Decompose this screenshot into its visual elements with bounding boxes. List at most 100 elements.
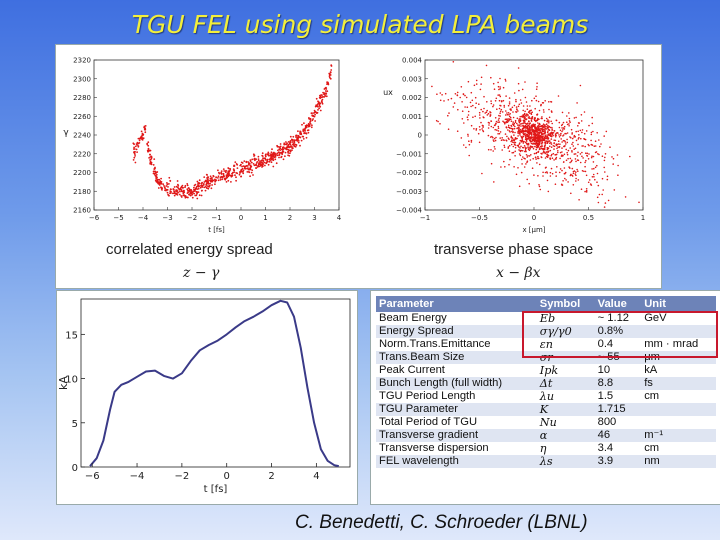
- data-point: [439, 92, 442, 94]
- data-point: [526, 178, 528, 181]
- data-point: [165, 188, 168, 191]
- data-point: [249, 160, 252, 162]
- data-point: [492, 82, 495, 85]
- data-point: [141, 133, 144, 136]
- data-point: [193, 186, 195, 189]
- data-point: [537, 132, 539, 135]
- data-point: [521, 88, 524, 91]
- data-point: [577, 179, 580, 181]
- data-point: [499, 115, 501, 117]
- data-point: [133, 156, 136, 159]
- x-tick-label: −6: [89, 214, 100, 222]
- data-point: [292, 135, 295, 138]
- x-tick-label: 2: [268, 471, 274, 482]
- data-point: [571, 133, 573, 135]
- data-point: [539, 131, 542, 134]
- data-point: [296, 138, 299, 140]
- data-point: [144, 125, 147, 127]
- data-point: [563, 167, 566, 169]
- data-point: [457, 108, 459, 111]
- data-point: [603, 206, 606, 208]
- data-point: [538, 133, 540, 136]
- data-point: [528, 124, 530, 127]
- data-point: [578, 136, 580, 139]
- data-point: [270, 156, 273, 159]
- data-point: [528, 131, 530, 133]
- data-point: [472, 116, 474, 118]
- data-point: [540, 139, 543, 142]
- data-point: [590, 139, 592, 142]
- data-point: [293, 141, 296, 144]
- data-point: [562, 121, 565, 124]
- table-cell-unit: GeV: [644, 312, 667, 324]
- data-point: [321, 101, 323, 104]
- data-point: [526, 156, 528, 158]
- data-point: [166, 183, 169, 186]
- data-point: [493, 146, 496, 148]
- data-point: [568, 120, 571, 122]
- data-point: [550, 143, 553, 145]
- data-point: [330, 64, 333, 67]
- data-point: [480, 108, 482, 111]
- data-point: [439, 123, 441, 125]
- data-point: [569, 157, 572, 160]
- data-point: [553, 159, 555, 161]
- data-point: [534, 107, 536, 110]
- y-tick-label: 15: [65, 330, 78, 341]
- data-point: [591, 155, 593, 157]
- data-point: [233, 165, 236, 167]
- data-point: [505, 126, 508, 129]
- data-point: [499, 95, 502, 98]
- data-point: [211, 184, 214, 186]
- data-point: [134, 153, 136, 155]
- data-point: [564, 171, 567, 174]
- data-point: [166, 191, 169, 194]
- data-point: [486, 109, 488, 112]
- data-point: [473, 128, 475, 130]
- data-point: [328, 72, 331, 75]
- data-point: [603, 159, 606, 162]
- data-point: [240, 175, 243, 178]
- data-point: [518, 89, 520, 92]
- data-point: [549, 149, 552, 152]
- data-point: [187, 196, 189, 199]
- data-point: [559, 157, 561, 160]
- y-tick-label: −0.001: [396, 150, 422, 158]
- data-point: [588, 179, 591, 181]
- data-point: [524, 81, 526, 83]
- data-point: [531, 126, 533, 128]
- data-point: [266, 158, 269, 161]
- data-point: [507, 118, 509, 120]
- data-point: [541, 139, 544, 142]
- data-point: [569, 147, 571, 149]
- data-point: [140, 136, 143, 138]
- data-point: [221, 178, 224, 181]
- data-point: [231, 172, 233, 175]
- data-point: [534, 145, 536, 148]
- data-point: [193, 192, 196, 195]
- data-point: [530, 142, 533, 145]
- data-point: [536, 162, 538, 164]
- data-point: [248, 171, 251, 174]
- data-point: [176, 194, 179, 196]
- data-point: [541, 153, 543, 155]
- data-point: [241, 165, 243, 168]
- data-point: [264, 158, 267, 161]
- data-point: [543, 126, 545, 128]
- data-point: [479, 88, 482, 91]
- data-point: [555, 171, 557, 173]
- data-point: [278, 154, 281, 156]
- data-point: [546, 142, 548, 144]
- data-point: [261, 159, 264, 161]
- data-point: [501, 137, 503, 139]
- data-point: [136, 151, 138, 153]
- data-point: [187, 189, 190, 192]
- data-point: [551, 172, 554, 175]
- data-point: [604, 171, 606, 173]
- data-point: [217, 169, 219, 172]
- data-point: [466, 116, 469, 118]
- data-point: [490, 149, 492, 151]
- current-profile-panel: −6 −4 −2 0 2 4 0 5 10 15 t [fs] kA: [56, 290, 358, 505]
- data-point: [526, 130, 528, 133]
- data-point: [487, 134, 490, 137]
